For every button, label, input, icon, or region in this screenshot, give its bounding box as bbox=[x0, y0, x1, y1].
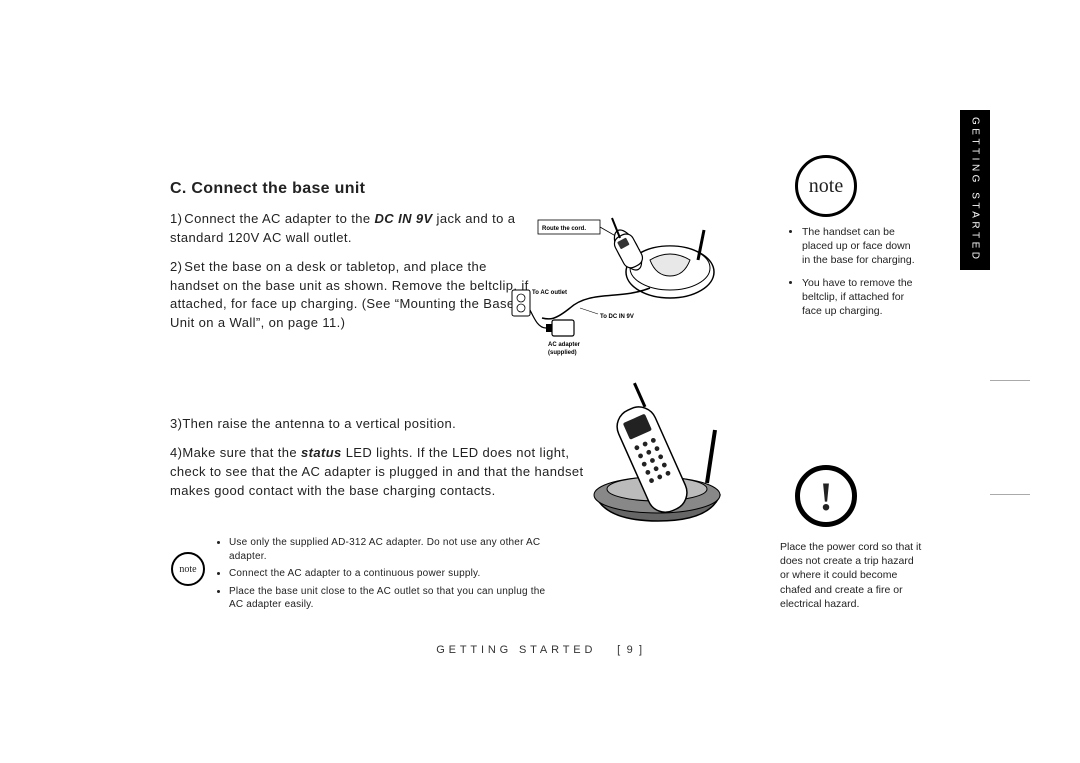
warning-text: Place the power cord so that it does not… bbox=[780, 540, 925, 611]
sidebar-note-item: The handset can be placed up or face dow… bbox=[802, 225, 920, 268]
step-2: 2)Set the base on a desk or tabletop, an… bbox=[170, 258, 530, 333]
step-number: 4) bbox=[170, 445, 182, 460]
step-text-bold: DC IN 9V bbox=[375, 211, 433, 226]
manual-page: GETTING STARTED C. Connect the base unit… bbox=[0, 0, 1080, 763]
page-footer: GETTING STARTED [ 9 ] bbox=[0, 644, 1080, 656]
diagram-base-connection: Route the cord. To AC outlet bbox=[500, 190, 730, 360]
step-text-pre: Make sure that the bbox=[182, 445, 301, 460]
step-4: 4)Make sure that the status LED lights. … bbox=[170, 444, 590, 501]
diagram-label-adapter-1: AC adapter bbox=[548, 342, 581, 348]
sidebar-note-item: You have to remove the beltclip, if atta… bbox=[802, 276, 920, 319]
warning-icon: ! bbox=[795, 465, 857, 527]
steps-wide: 3)Then raise the antenna to a vertical p… bbox=[170, 415, 590, 510]
footer-section: GETTING STARTED bbox=[436, 644, 596, 656]
step-number: 3) bbox=[170, 416, 182, 431]
inline-note-item: Use only the supplied AD-312 AC adapter.… bbox=[229, 536, 549, 563]
diagram-label-dc: To DC IN 9V bbox=[600, 314, 634, 320]
steps-narrow: 1)Connect the AC adapter to the DC IN 9V… bbox=[170, 210, 530, 343]
crop-mark bbox=[990, 380, 1030, 381]
diagram-label-adapter-2: (supplied) bbox=[548, 350, 577, 356]
diagram-label-ac: To AC outlet bbox=[532, 290, 567, 296]
inline-note-item: Connect the AC adapter to a continuous p… bbox=[229, 567, 549, 581]
step-number: 2) bbox=[170, 258, 184, 277]
footer-page-number: [ 9 ] bbox=[617, 644, 644, 656]
step-text-pre: Then raise the antenna to a vertical pos… bbox=[182, 416, 456, 431]
inline-note-block: note Use only the supplied AD-312 AC ada… bbox=[215, 536, 615, 616]
section-tab: GETTING STARTED bbox=[960, 110, 990, 270]
inline-note-list: Use only the supplied AD-312 AC adapter.… bbox=[215, 536, 615, 612]
inline-note-item: Place the base unit close to the AC outl… bbox=[229, 585, 549, 612]
step-3: 3)Then raise the antenna to a vertical p… bbox=[170, 415, 590, 434]
crop-mark bbox=[990, 494, 1030, 495]
note-icon-large: note bbox=[795, 155, 857, 217]
section-heading: C. Connect the base unit bbox=[170, 180, 365, 198]
step-text-bold: status bbox=[301, 445, 342, 460]
step-1: 1)Connect the AC adapter to the DC IN 9V… bbox=[170, 210, 530, 248]
note-icon: note bbox=[171, 552, 205, 586]
diagram-handset-in-base bbox=[575, 375, 740, 535]
step-text-pre: Connect the AC adapter to the bbox=[184, 211, 374, 226]
step-number: 1) bbox=[170, 210, 184, 229]
diagram-label-route: Route the cord. bbox=[542, 226, 586, 232]
step-text-pre: Set the base on a desk or tabletop, and … bbox=[170, 259, 529, 331]
sidebar-note-list: The handset can be placed up or face dow… bbox=[790, 225, 920, 326]
